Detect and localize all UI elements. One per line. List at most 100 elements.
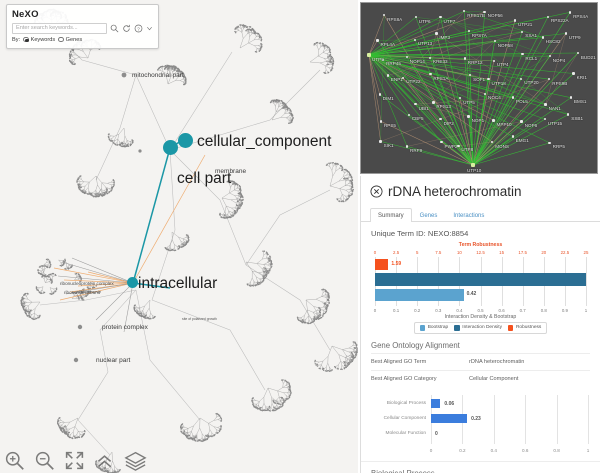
gene-node[interactable] <box>467 29 470 33</box>
gene-node[interactable] <box>379 120 383 123</box>
gene-node[interactable] <box>381 58 385 62</box>
help-icon[interactable]: ? <box>134 24 143 33</box>
go-gridline <box>525 394 527 444</box>
gene-node[interactable] <box>471 163 475 167</box>
tab-genes[interactable]: Genes <box>419 213 438 219</box>
gene-node[interactable] <box>492 119 495 122</box>
gene-node[interactable] <box>432 101 435 104</box>
biological-process-heading: Biological Process <box>371 468 435 473</box>
gene-node[interactable] <box>513 19 517 22</box>
gene-node[interactable] <box>463 9 466 13</box>
gene-node[interactable] <box>407 113 410 116</box>
gene-node[interactable] <box>548 77 551 81</box>
legend-item-interaction-density[interactable]: Interaction Density <box>454 325 502 331</box>
gene-node[interactable] <box>572 72 575 75</box>
gene-node[interactable] <box>468 73 472 77</box>
gene-node[interactable] <box>439 118 442 121</box>
gene-node[interactable] <box>511 96 515 99</box>
radio-keywords[interactable]: Keywords <box>23 37 55 43</box>
gene-node[interactable] <box>548 141 551 145</box>
gene-node[interactable] <box>378 93 381 96</box>
gene-node[interactable] <box>546 15 550 19</box>
gene-interaction-network[interactable]: RPS8A UTP6 UTP7 RPS17B NOP56 UTP21 RPS22A RPS4A… <box>360 2 598 174</box>
gene-node[interactable] <box>483 10 486 14</box>
top-axis-tick: 22.5 <box>560 250 570 255</box>
tab-summary[interactable]: Summary <box>370 208 412 222</box>
unique-term-id: Unique Term ID: NEXO:8854 <box>371 229 469 238</box>
chevron-down-icon[interactable] <box>146 25 153 32</box>
gene-node[interactable] <box>576 51 580 55</box>
gene-node[interactable] <box>414 15 417 19</box>
legend-swatch-robustness <box>507 325 514 331</box>
go-bar[interactable] <box>431 398 441 408</box>
gene-node[interactable] <box>567 113 570 116</box>
gene-node[interactable] <box>414 103 417 106</box>
gene-node[interactable] <box>548 55 551 58</box>
gene-node[interactable] <box>382 14 386 17</box>
zoom-in-button[interactable] <box>4 450 25 471</box>
gene-node[interactable] <box>405 145 409 148</box>
gene-node[interactable] <box>511 135 514 138</box>
gene-node[interactable] <box>439 15 442 19</box>
zoom-out-button[interactable] <box>34 450 55 471</box>
fit-to-screen-button[interactable] <box>64 450 85 471</box>
radio-genes-dot[interactable] <box>58 36 64 43</box>
tab-interactions[interactable]: Interactions <box>453 213 485 219</box>
radio-genes[interactable]: Genes <box>58 37 82 43</box>
bar-robustness[interactable] <box>375 259 389 270</box>
tree-node-cell-part[interactable] <box>163 140 178 155</box>
gene-node[interactable] <box>487 78 490 81</box>
gene-node[interactable] <box>568 11 572 14</box>
collapse-button[interactable] <box>94 450 115 471</box>
reset-icon[interactable] <box>122 24 131 33</box>
go-bar[interactable] <box>431 413 468 423</box>
tree-node-intracellular[interactable] <box>127 277 138 288</box>
search-icon[interactable] <box>110 24 119 33</box>
close-circle-icon[interactable] <box>370 185 383 198</box>
biological-process-section: Biological Process <box>361 460 600 473</box>
gene-node[interactable] <box>467 115 470 118</box>
legend-item-bootstrap[interactable]: Bootstrap <box>419 325 448 331</box>
gene-node[interactable] <box>428 56 432 60</box>
gene-node[interactable] <box>429 72 432 76</box>
gene-node[interactable] <box>520 120 523 123</box>
gene-node[interactable] <box>483 92 487 95</box>
layers-button[interactable] <box>124 450 147 471</box>
gene-node[interactable] <box>490 140 494 144</box>
view-toolbar[interactable] <box>4 450 147 471</box>
gene-node[interactable] <box>367 53 371 57</box>
gene-node[interactable] <box>564 32 567 35</box>
go-category-label: Biological Process <box>386 400 426 406</box>
gene-node[interactable] <box>521 52 524 56</box>
term-detail-panel[interactable]: rDNA heterochromatin Summary Genes Inter… <box>360 176 600 473</box>
gene-node[interactable] <box>379 140 382 143</box>
gene-node[interactable] <box>386 74 390 77</box>
gene-node[interactable] <box>405 55 408 59</box>
ontology-tree-canvas[interactable]: cellular_component cell part intracellul… <box>0 0 358 473</box>
bar-bootstrap[interactable] <box>375 289 464 301</box>
gene-node[interactable] <box>520 77 523 81</box>
gene-node[interactable] <box>457 144 460 148</box>
gene-node[interactable] <box>493 39 496 43</box>
gene-node[interactable] <box>435 32 438 35</box>
radio-keywords-dot[interactable] <box>23 36 29 43</box>
search-input[interactable] <box>12 22 107 34</box>
gene-node[interactable] <box>413 38 417 41</box>
gene-node[interactable] <box>402 76 405 80</box>
gene-node[interactable] <box>544 103 547 106</box>
bar-interaction-density[interactable] <box>375 273 586 286</box>
detail-tabs[interactable]: Summary Genes Interactions <box>361 207 600 222</box>
gene-node[interactable] <box>543 117 546 121</box>
gene-node[interactable] <box>463 57 466 60</box>
gene-node[interactable] <box>440 140 443 144</box>
gene-node[interactable] <box>521 30 524 33</box>
gene-node[interactable] <box>458 96 462 100</box>
chart-legend[interactable]: Bootstrap Interaction Density Robustness <box>413 322 548 334</box>
gene-node[interactable] <box>541 36 544 39</box>
legend-item-robustness[interactable]: Robustness <box>507 325 541 331</box>
search-panel[interactable]: NeXO ? By: Keywor <box>6 4 159 49</box>
gene-node[interactable] <box>492 59 496 63</box>
gene-node[interactable] <box>376 39 379 42</box>
tree-node-cellular-component[interactable] <box>178 133 193 148</box>
gene-node[interactable] <box>569 96 573 99</box>
